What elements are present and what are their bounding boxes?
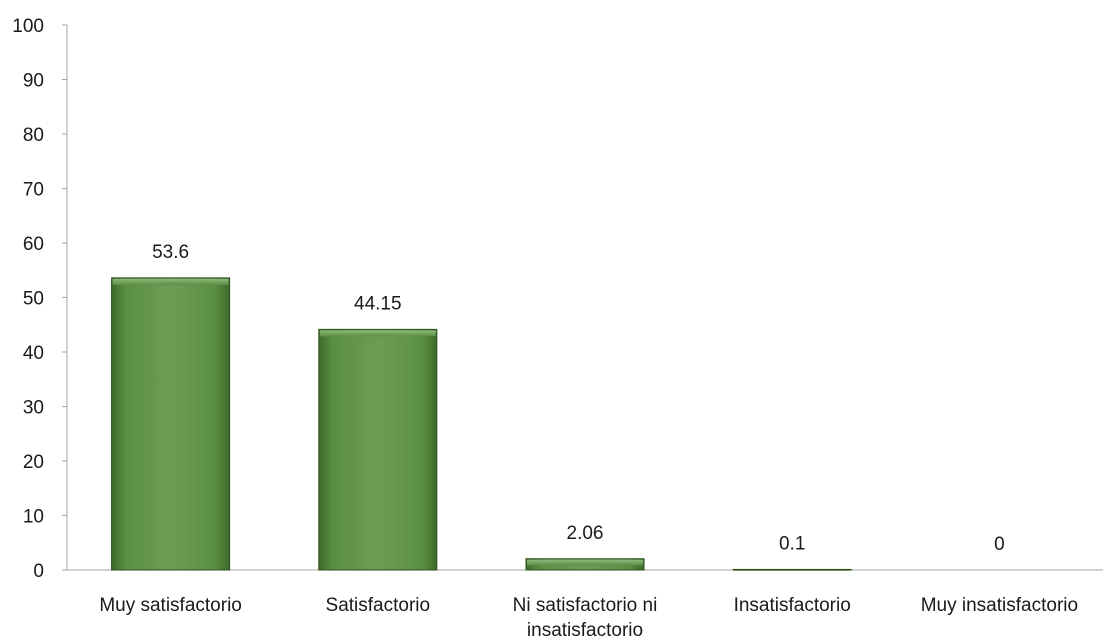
- data-label: 0: [994, 534, 1005, 555]
- data-label: 0.1: [779, 533, 805, 554]
- bar-highlight: [112, 278, 229, 285]
- y-tick-label: 10: [23, 507, 44, 528]
- bar-body: [732, 568, 852, 571]
- y-tick-label: 40: [23, 343, 44, 364]
- category-labels: Muy satisfactorio Satisfactorio Ni satisfa…: [99, 595, 1078, 641]
- bar-body: [111, 277, 231, 571]
- bar-series: [111, 277, 852, 571]
- x-tick-label: Insatisfactorio: [734, 595, 851, 616]
- bar: [111, 277, 231, 571]
- data-label: 53.6: [152, 242, 189, 263]
- y-tick-label: 100: [12, 16, 44, 37]
- bar: [732, 568, 852, 571]
- data-label: 44.15: [354, 293, 402, 314]
- x-tick-label: Muy satisfactorio: [99, 595, 242, 616]
- y-tick-label: 90: [23, 71, 44, 92]
- x-tick-label: Satisfactorio: [326, 595, 431, 616]
- x-tick-label: Ni satisfactorio ni insatisfactorio: [513, 595, 658, 641]
- y-tick-label: 60: [23, 234, 44, 255]
- x-tick-label: Muy insatisfactorio: [921, 595, 1078, 616]
- data-label: 2.06: [567, 523, 604, 544]
- y-tick-label: 0: [33, 561, 44, 582]
- data-labels: 53.6 44.15 2.06 0.1 0: [152, 242, 1005, 555]
- y-tick-label: 70: [23, 180, 44, 201]
- bar-body: [318, 328, 438, 571]
- bar: [318, 328, 438, 571]
- y-tick-label: 80: [23, 125, 44, 146]
- y-tick-label: 20: [23, 452, 44, 473]
- y-axis: 0 10 20 30 40 50 60 70 80 90 100: [12, 16, 68, 582]
- bar-highlight: [527, 559, 643, 566]
- bar: [525, 558, 645, 571]
- y-tick-label: 50: [23, 289, 44, 310]
- y-tick-label: 30: [23, 398, 44, 419]
- bar-highlight: [319, 330, 436, 337]
